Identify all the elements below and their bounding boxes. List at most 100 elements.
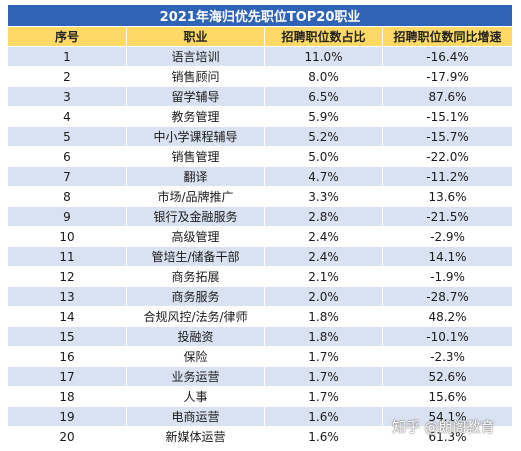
cell-growth: 48.2% [381,306,514,327]
cell-share: 1.6% [264,406,383,427]
cell-occupation: 高级管理 [126,226,265,247]
cell-rank: 2 [7,66,127,87]
cell-occupation: 商务拓展 [126,266,265,287]
cell-rank: 13 [7,286,127,307]
cell-growth: 13.6% [381,186,514,207]
cell-occupation: 管培生/储备干部 [126,246,265,267]
cell-growth: 14.1% [381,246,514,267]
table-row: 19 电商运营 1.6% 54.1% [7,406,514,427]
cell-share: 2.4% [264,246,383,267]
cell-growth: -11.2% [381,166,514,187]
cell-rank: 18 [7,386,127,407]
cell-growth: -16.4% [381,46,514,67]
cell-share: 2.4% [264,226,383,247]
cell-growth: 15.6% [381,386,514,407]
cell-rank: 20 [7,426,127,447]
cell-rank: 11 [7,246,127,267]
cell-share: 6.5% [264,86,383,107]
table-row: 20 新媒体运营 1.6% 61.3% [7,426,514,447]
header-rank: 序号 [7,26,127,47]
cell-rank: 7 [7,166,127,187]
table-row: 17 业务运营 1.7% 52.6% [7,366,514,387]
table-body: 1 语言培训 11.0% -16.4% 2 销售顾问 8.0% -17.9% 3 留学辅导 6.5%… [7,46,514,447]
cell-rank: 10 [7,226,127,247]
header-growth: 招聘职位数同比增速 [381,26,514,47]
cell-rank: 6 [7,146,127,167]
cell-growth: -17.9% [381,66,514,87]
cell-share: 1.7% [264,386,383,407]
table-row: 9 银行及金融服务 2.8% -21.5% [7,206,514,227]
cell-occupation: 合规风控/法务/律师 [126,306,265,327]
cell-occupation: 商务服务 [126,286,265,307]
cell-occupation: 市场/品牌推广 [126,186,265,207]
cell-share: 8.0% [264,66,383,87]
cell-rank: 8 [7,186,127,207]
table-row: 16 保险 1.7% -2.3% [7,346,514,367]
table-row: 5 中小学课程辅导 5.2% -15.7% [7,126,514,147]
cell-rank: 4 [7,106,127,127]
cell-growth: -15.7% [381,126,514,147]
cell-share: 1.7% [264,366,383,387]
cell-occupation: 中小学课程辅导 [126,126,265,147]
cell-growth: -2.3% [381,346,514,367]
cell-share: 1.8% [264,326,383,347]
cell-rank: 16 [7,346,127,367]
cell-rank: 15 [7,326,127,347]
cell-occupation: 教务管理 [126,106,265,127]
table-row: 1 语言培训 11.0% -16.4% [7,46,514,67]
cell-share: 1.6% [264,426,383,447]
cell-growth: -15.1% [381,106,514,127]
cell-share: 2.8% [264,206,383,227]
cell-rank: 3 [7,86,127,107]
cell-rank: 19 [7,406,127,427]
cell-rank: 9 [7,206,127,227]
table-row: 14 合规风控/法务/律师 1.8% 48.2% [7,306,514,327]
table-row: 8 市场/品牌推广 3.3% 13.6% [7,186,514,207]
cell-growth: 52.6% [381,366,514,387]
cell-growth: -22.0% [381,146,514,167]
table-row: 7 翻译 4.7% -11.2% [7,166,514,187]
cell-growth: -2.9% [381,226,514,247]
cell-growth: -28.7% [381,286,514,307]
cell-share: 1.8% [264,306,383,327]
cell-growth: -10.1% [381,326,514,347]
cell-growth: -21.5% [381,206,514,227]
cell-occupation: 销售顾问 [126,66,265,87]
cell-occupation: 业务运营 [126,366,265,387]
cell-growth: 87.6% [381,86,514,107]
table-row: 12 商务拓展 2.1% -1.9% [7,266,514,287]
table-row: 15 投融资 1.8% -10.1% [7,326,514,347]
header-share: 招聘职位数占比 [264,26,383,47]
cell-share: 11.0% [264,46,383,67]
cell-occupation: 销售管理 [126,146,265,167]
cell-occupation: 保险 [126,346,265,367]
table-title: 2021年海归优先职位TOP20职业 [6,4,514,27]
table-row: 10 高级管理 2.4% -2.9% [7,226,514,247]
cell-rank: 5 [7,126,127,147]
table-row: 6 销售管理 5.0% -22.0% [7,146,514,167]
cell-share: 1.7% [264,346,383,367]
table-row: 13 商务服务 2.0% -28.7% [7,286,514,307]
cell-share: 2.0% [264,286,383,307]
ranking-table: 2021年海归优先职位TOP20职业 序号 职业 招聘职位数占比 招聘职位数同比… [6,4,514,447]
cell-rank: 1 [7,46,127,67]
cell-occupation: 新媒体运营 [126,426,265,447]
cell-share: 3.3% [264,186,383,207]
table-row: 18 人事 1.7% 15.6% [7,386,514,407]
table-row: 4 教务管理 5.9% -15.1% [7,106,514,127]
cell-share: 5.9% [264,106,383,127]
cell-growth: -1.9% [381,266,514,287]
cell-share: 4.7% [264,166,383,187]
table-row: 2 销售顾问 8.0% -17.9% [7,66,514,87]
cell-growth: 61.3% [381,426,514,447]
cell-occupation: 语言培训 [126,46,265,67]
cell-rank: 17 [7,366,127,387]
cell-occupation: 电商运营 [126,406,265,427]
table-row: 11 管培生/储备干部 2.4% 14.1% [7,246,514,267]
cell-rank: 14 [7,306,127,327]
cell-rank: 12 [7,266,127,287]
cell-share: 5.0% [264,146,383,167]
cell-share: 5.2% [264,126,383,147]
cell-occupation: 翻译 [126,166,265,187]
header-occupation: 职业 [126,26,265,47]
